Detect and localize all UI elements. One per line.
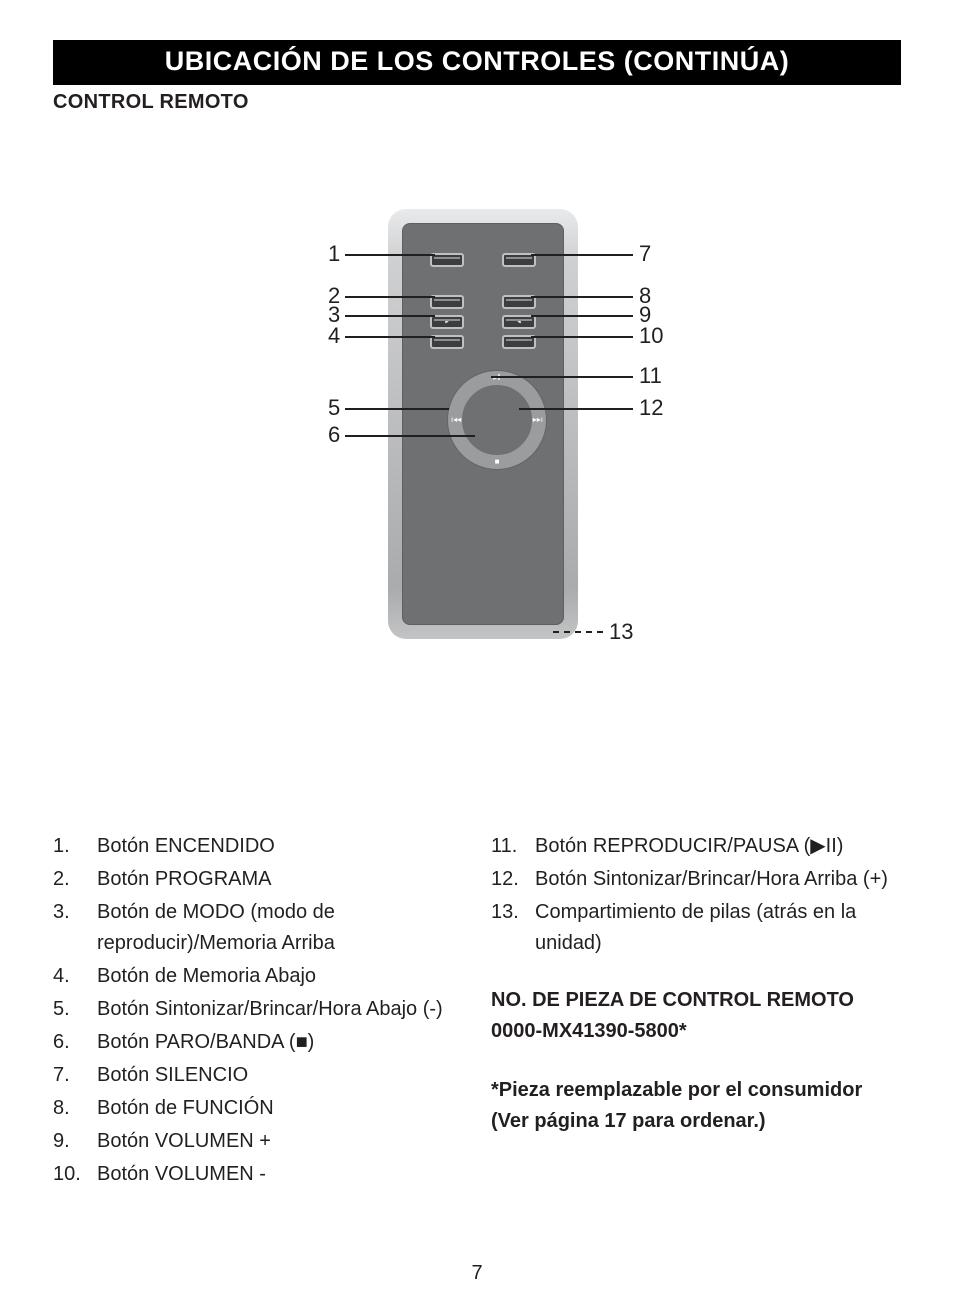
footnote-block: *Pieza reemplazable por el consumidor (V… — [491, 1075, 901, 1137]
part-number-label: NO. DE PIEZA DE CONTROL REMOTO — [491, 985, 901, 1016]
lead-6 — [345, 435, 475, 437]
remote-body: ▸ ◂ ▸ǁ ▸▸ı ı◂◂ ■ — [388, 209, 578, 639]
footnote-line2: (Ver página 17 para ordenar.) — [491, 1106, 901, 1137]
lead-12 — [519, 408, 633, 410]
lead-2 — [345, 296, 435, 298]
control-ring: ▸ǁ ▸▸ı ı◂◂ ■ — [448, 371, 546, 469]
remote-face: ▸ ◂ ▸ǁ ▸▸ı ı◂◂ ■ — [402, 223, 564, 625]
lead-3 — [345, 315, 435, 317]
list-item: Botón PARO/BANDA (■) — [53, 1027, 463, 1058]
part-text: Botón de FUNCIÓN — [97, 1097, 274, 1119]
callout-10: 10 — [639, 323, 663, 349]
part-text: Botón PARO/BANDA (■) — [97, 1031, 314, 1053]
page-header-bar: UBICACIÓN DE LOS CONTROLES (CONTINÚA) — [53, 40, 901, 85]
part-text: Botón de Memoria Abajo — [97, 965, 316, 987]
remote-diagram: ▸ ◂ ▸ǁ ▸▸ı ı◂◂ ■ 1 2 3 4 — [53, 209, 901, 769]
btn-program — [430, 295, 464, 309]
callout-13: 13 — [609, 619, 633, 645]
parts-col-right: Botón REPRODUCIR/PAUSA (▶II) Botón Sinto… — [491, 831, 901, 1192]
page-number: 7 — [53, 1262, 901, 1285]
part-text: Compartimiento de pilas (atrás en la uni… — [535, 901, 856, 954]
list-item: Compartimiento de pilas (atrás en la uni… — [491, 897, 901, 959]
lead-1 — [345, 254, 435, 256]
part-text: Botón SILENCIO — [97, 1064, 248, 1086]
part-text: Botón de MODO (modo de reproducir)/Memor… — [97, 901, 335, 954]
part-text: Botón ENCENDIDO — [97, 835, 275, 857]
part-text: Botón PROGRAMA — [97, 868, 272, 890]
btn-vol-up: ◂ — [502, 315, 536, 329]
footnote-line1: *Pieza reemplazable por el consumidor — [491, 1075, 901, 1106]
list-item: Botón VOLUMEN - — [53, 1159, 463, 1190]
prev-icon: ı◂◂ — [451, 416, 461, 424]
list-item: Botón Sintonizar/Brincar/Hora Abajo (-) — [53, 994, 463, 1025]
parts-list-right: Botón REPRODUCIR/PAUSA (▶II) Botón Sinto… — [491, 831, 901, 959]
section-subtitle: CONTROL REMOTO — [53, 91, 901, 114]
callout-7: 7 — [639, 241, 651, 267]
lead-9 — [531, 315, 633, 317]
stop-icon: ■ — [495, 458, 500, 466]
list-item: Botón REPRODUCIR/PAUSA (▶II) — [491, 831, 901, 862]
lead-8 — [531, 296, 633, 298]
list-item: Botón ENCENDIDO — [53, 831, 463, 862]
lead-7 — [531, 254, 633, 256]
page-header-title: UBICACIÓN DE LOS CONTROLES (CONTINÚA) — [165, 46, 789, 76]
list-item: Botón de FUNCIÓN — [53, 1093, 463, 1124]
btn-mode: ▸ — [430, 315, 464, 329]
part-text: Botón Sintonizar/Brincar/Hora Abajo (-) — [97, 998, 443, 1020]
part-number-block: NO. DE PIEZA DE CONTROL REMOTO 0000-MX41… — [491, 985, 901, 1047]
part-text: Botón Sintonizar/Brincar/Hora Arriba (+) — [535, 868, 888, 890]
next-icon: ▸▸ı — [533, 416, 543, 424]
callout-6: 6 — [328, 422, 340, 448]
lead-11 — [491, 376, 633, 378]
callout-1: 1 — [328, 241, 340, 267]
list-item: Botón de Memoria Abajo — [53, 961, 463, 992]
callout-12: 12 — [639, 395, 663, 421]
parts-list-left: Botón ENCENDIDO Botón PROGRAMA Botón de … — [53, 831, 463, 1190]
list-item: Botón PROGRAMA — [53, 864, 463, 895]
part-text: Botón REPRODUCIR/PAUSA (▶II) — [535, 835, 843, 857]
list-item: Botón de MODO (modo de reproducir)/Memor… — [53, 897, 463, 959]
list-item: Botón Sintonizar/Brincar/Hora Arriba (+) — [491, 864, 901, 895]
callout-4: 4 — [328, 323, 340, 349]
parts-columns: Botón ENCENDIDO Botón PROGRAMA Botón de … — [53, 831, 901, 1192]
lead-13 — [553, 631, 603, 633]
part-number-value: 0000-MX41390-5800* — [491, 1016, 901, 1047]
parts-col-left: Botón ENCENDIDO Botón PROGRAMA Botón de … — [53, 831, 463, 1192]
lead-10 — [531, 336, 633, 338]
list-item: Botón VOLUMEN + — [53, 1126, 463, 1157]
part-text: Botón VOLUMEN - — [97, 1163, 266, 1185]
btn-mem-down — [430, 335, 464, 349]
part-text: Botón VOLUMEN + — [97, 1130, 271, 1152]
btn-power — [430, 253, 464, 267]
list-item: Botón SILENCIO — [53, 1060, 463, 1091]
callout-11: 11 — [639, 363, 662, 389]
lead-4 — [345, 336, 435, 338]
callout-5: 5 — [328, 395, 340, 421]
lead-5 — [345, 408, 449, 410]
